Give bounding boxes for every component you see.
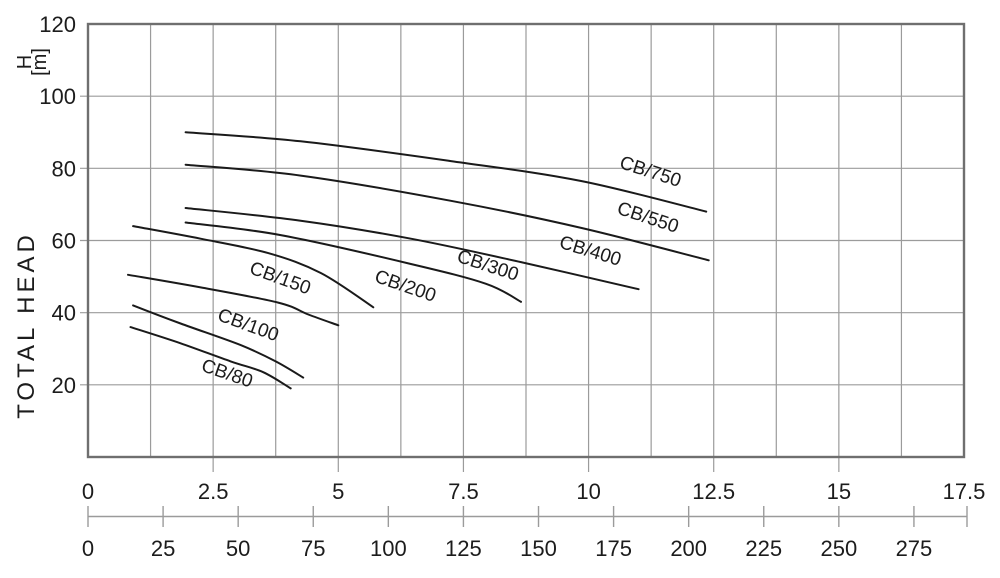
y-axis-tick-label: 60 [52,229,76,254]
secondary-axis-tick-label: 150 [520,536,557,561]
curve-label-cb-400: CB/400 [557,232,624,271]
y-axis-tick-label: 40 [52,301,76,326]
x-axis-tick-label: 0 [82,479,94,504]
x-axis-tick-label: 12.5 [692,479,735,504]
y-axis-unit-m: [m] [29,48,51,76]
curve-cb-80 [129,326,292,390]
secondary-axis-tick-label: 125 [445,536,482,561]
secondary-axis-tick-label: 275 [896,536,933,561]
y-axis-unit-h: H [14,55,36,69]
curve-cb-300 [184,221,522,303]
curve-cb-550 [184,163,710,262]
y-axis-tick-label: 80 [52,156,76,181]
y-axis-title: TOTAL HEAD [13,231,40,419]
x-axis-tick-label: 15 [827,479,851,504]
secondary-axis-tick-label: 175 [595,536,632,561]
y-axis-tick-label: 120 [39,12,76,37]
curve-cb-100 [132,304,305,379]
x-axis-tick-label: 2.5 [198,479,229,504]
x-axis-tick-label: 10 [576,479,600,504]
y-axis-tick-label: 100 [39,84,76,109]
y-axis-tick-label: 20 [52,373,76,398]
secondary-axis-tick-label: 100 [370,536,407,561]
curve-label-cb-200: CB/200 [372,266,439,306]
secondary-axis-tick-label: 50 [226,536,250,561]
curve-label-cb-550: CB/550 [614,198,681,238]
secondary-axis-tick-label: 25 [151,536,175,561]
x-axis-tick-label: 7.5 [448,479,479,504]
curve-label-cb-750: CB/750 [617,152,684,192]
curve-cb-400 [184,207,640,291]
secondary-axis-tick-label: 0 [82,536,94,561]
plot-border [86,22,966,459]
secondary-axis-tick-label: 200 [670,536,707,561]
secondary-axis-tick-label: 250 [820,536,857,561]
x-axis-tick-label: 17.5 [943,479,986,504]
curve-cb-750 [184,131,708,213]
curve-cb-200 [132,225,375,309]
secondary-axis-tick-label: 225 [745,536,782,561]
curve-cb-150 [127,273,340,327]
x-axis-tick-label: 5 [332,479,344,504]
secondary-axis-tick-label: 75 [301,536,325,561]
curve-label-cb-300: CB/300 [454,246,521,286]
